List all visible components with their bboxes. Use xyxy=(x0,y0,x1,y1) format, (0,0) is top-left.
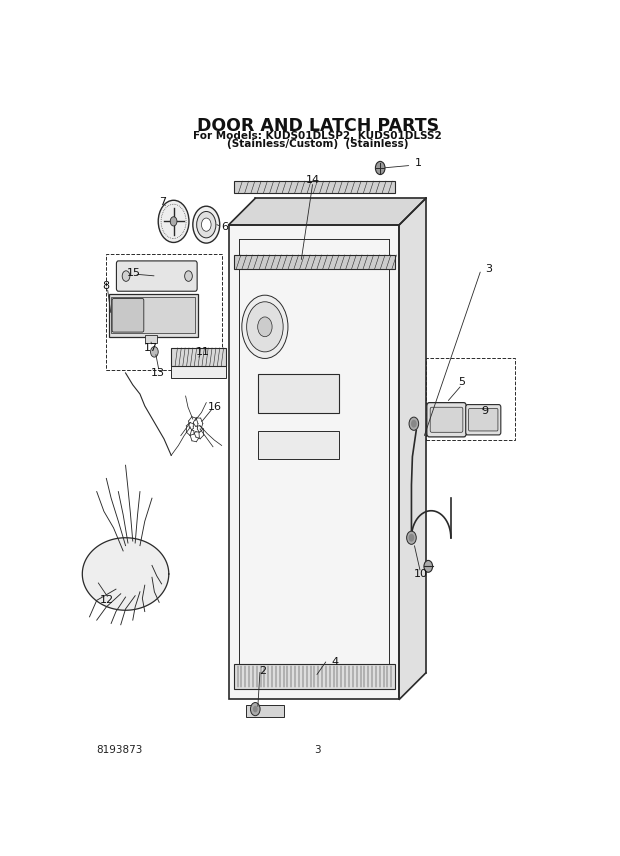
Text: 11: 11 xyxy=(195,347,210,357)
Text: 3: 3 xyxy=(314,745,321,755)
FancyBboxPatch shape xyxy=(427,402,466,437)
Circle shape xyxy=(185,270,192,282)
Bar xyxy=(171,348,226,366)
Text: 6: 6 xyxy=(221,222,229,232)
Text: 3: 3 xyxy=(485,264,492,274)
FancyBboxPatch shape xyxy=(112,299,144,332)
Circle shape xyxy=(253,706,258,712)
Circle shape xyxy=(158,200,189,242)
Circle shape xyxy=(122,270,130,282)
Text: 17: 17 xyxy=(143,343,157,353)
Circle shape xyxy=(242,295,288,359)
Circle shape xyxy=(247,302,283,352)
Text: 8: 8 xyxy=(102,281,109,291)
Circle shape xyxy=(193,206,219,243)
Bar xyxy=(108,294,198,336)
Circle shape xyxy=(202,218,211,231)
Text: 7: 7 xyxy=(159,197,166,207)
FancyBboxPatch shape xyxy=(466,405,501,435)
Text: 16: 16 xyxy=(208,402,221,413)
Text: 14: 14 xyxy=(306,175,320,185)
Bar xyxy=(234,181,394,193)
Text: 12: 12 xyxy=(100,596,114,605)
Text: 5: 5 xyxy=(458,377,466,387)
Circle shape xyxy=(407,531,416,544)
Bar xyxy=(234,664,394,689)
Text: 2: 2 xyxy=(259,666,266,676)
Text: For Models: KUDS01DLSP2, KUDS01DLSS2: For Models: KUDS01DLSP2, KUDS01DLSS2 xyxy=(193,131,442,140)
Circle shape xyxy=(197,211,216,238)
Bar xyxy=(258,431,339,459)
Text: eReplacementParts.com: eReplacementParts.com xyxy=(246,440,389,454)
Bar xyxy=(107,254,222,370)
Circle shape xyxy=(151,347,158,357)
Polygon shape xyxy=(399,199,426,699)
Text: 15: 15 xyxy=(127,268,141,278)
FancyBboxPatch shape xyxy=(117,261,197,291)
Bar xyxy=(426,358,515,440)
Bar xyxy=(258,374,339,413)
Circle shape xyxy=(258,317,272,336)
Text: 1: 1 xyxy=(415,158,422,169)
Circle shape xyxy=(409,534,414,542)
Bar xyxy=(111,297,195,334)
Text: 9: 9 xyxy=(481,406,489,415)
Circle shape xyxy=(424,561,433,573)
Circle shape xyxy=(375,162,385,175)
Bar xyxy=(171,366,226,378)
Circle shape xyxy=(170,217,177,226)
Text: (Stainless/Custom)  (Stainless): (Stainless/Custom) (Stainless) xyxy=(227,140,409,149)
Text: 8193873: 8193873 xyxy=(97,745,143,755)
Text: 13: 13 xyxy=(151,368,165,378)
Circle shape xyxy=(411,419,417,428)
FancyBboxPatch shape xyxy=(430,407,463,432)
Text: 4: 4 xyxy=(331,657,338,667)
Polygon shape xyxy=(82,538,169,610)
Circle shape xyxy=(409,417,419,431)
FancyBboxPatch shape xyxy=(469,408,498,431)
Text: 10: 10 xyxy=(414,569,428,579)
Text: DOOR AND LATCH PARTS: DOOR AND LATCH PARTS xyxy=(197,116,439,134)
Bar xyxy=(234,255,394,270)
Bar xyxy=(229,224,399,699)
Bar xyxy=(145,336,157,343)
Polygon shape xyxy=(229,199,426,224)
Circle shape xyxy=(250,703,260,716)
Bar xyxy=(246,705,284,717)
